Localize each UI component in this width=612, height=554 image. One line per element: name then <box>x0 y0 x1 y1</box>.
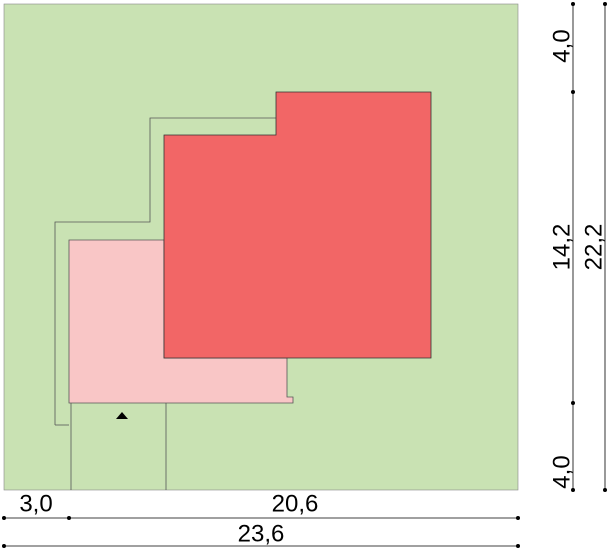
ticks <box>571 2 607 492</box>
bottom-dimensions: 3,0 20,6 23,6 <box>2 490 520 548</box>
dimension-label: 4,0 <box>548 29 575 62</box>
dimension-label: 22,2 <box>580 224 607 271</box>
setback-outline <box>54 117 276 425</box>
entrance-marker <box>116 412 128 419</box>
dimension-label: 20,6 <box>272 490 319 517</box>
dimension-label: 4,0 <box>548 455 575 488</box>
dimension-label: 3,0 <box>19 490 52 517</box>
house <box>163 91 432 359</box>
right-dimensions: 4,0 14,2 4,0 22,2 <box>548 2 607 492</box>
dimension-label: 14,2 <box>548 224 575 271</box>
ticks <box>2 516 520 548</box>
dimension-label: 23,6 <box>238 520 285 547</box>
